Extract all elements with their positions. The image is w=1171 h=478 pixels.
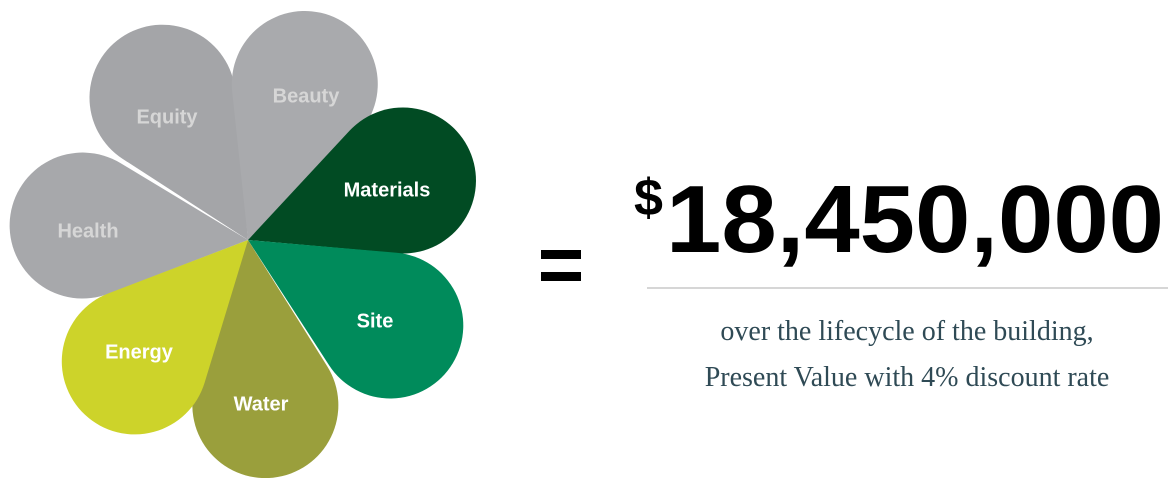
petal-label: Site	[357, 310, 394, 332]
caption-line: Present Value with 4% discount rate	[705, 362, 1110, 393]
flower: Health Equity Beauty Materials Site Water Ener…	[4, 0, 498, 478]
infographic: Health Equity Beauty Materials Site Water Ener…	[0, 0, 1171, 478]
petal-label: Water	[234, 393, 289, 415]
equals-bar	[541, 272, 581, 281]
equals-bar	[541, 250, 581, 259]
amount: 18,450,000	[666, 166, 1164, 273]
petal-label: Beauty	[273, 85, 341, 107]
currency-symbol: $	[634, 169, 663, 227]
petal-label: Energy	[105, 341, 174, 363]
caption-line: over the lifecycle of the building,	[720, 316, 1093, 347]
petal-label: Materials	[344, 179, 431, 201]
petal-label: Equity	[136, 106, 198, 128]
petal-label: Health	[57, 220, 118, 242]
